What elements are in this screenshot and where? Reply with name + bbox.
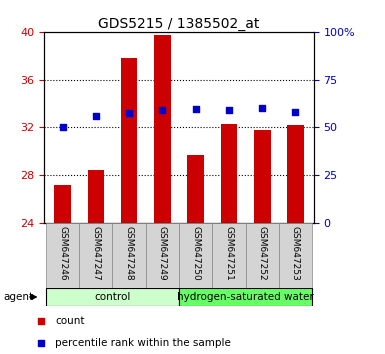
Point <box>93 113 99 119</box>
Point <box>126 110 132 116</box>
Point <box>295 63 301 68</box>
Text: GSM647247: GSM647247 <box>91 226 100 281</box>
Bar <box>279 223 312 289</box>
Text: hydrogen-saturated water: hydrogen-saturated water <box>177 292 314 302</box>
Text: count: count <box>55 316 85 326</box>
Bar <box>146 223 179 289</box>
Point <box>192 107 199 112</box>
Bar <box>121 58 137 223</box>
Point <box>226 107 232 113</box>
Bar <box>54 185 71 223</box>
Text: GSM647249: GSM647249 <box>158 226 167 281</box>
Bar <box>87 171 104 223</box>
Text: GSM647246: GSM647246 <box>58 226 67 281</box>
Text: percentile rank within the sample: percentile rank within the sample <box>55 338 231 348</box>
Bar <box>46 223 79 289</box>
Bar <box>187 155 204 223</box>
Bar <box>46 288 179 306</box>
Text: GSM647253: GSM647253 <box>291 226 300 281</box>
Bar <box>212 223 246 289</box>
Text: control: control <box>94 292 131 302</box>
Point <box>159 107 166 113</box>
Text: GSM647252: GSM647252 <box>258 226 267 281</box>
Bar <box>112 223 146 289</box>
Bar <box>254 130 271 223</box>
Point <box>60 125 66 130</box>
Text: GSM647248: GSM647248 <box>125 226 134 281</box>
Bar <box>154 35 171 223</box>
Text: GSM647250: GSM647250 <box>191 226 200 281</box>
Point <box>292 109 298 115</box>
Bar <box>179 288 312 306</box>
Title: GDS5215 / 1385502_at: GDS5215 / 1385502_at <box>98 17 260 31</box>
Bar <box>179 223 212 289</box>
Point <box>295 257 301 263</box>
Point <box>259 105 265 111</box>
Text: agent: agent <box>4 292 34 302</box>
Bar <box>221 124 237 223</box>
Bar <box>246 223 279 289</box>
Bar <box>79 223 112 289</box>
Bar <box>287 125 304 223</box>
Text: GSM647251: GSM647251 <box>224 226 233 281</box>
